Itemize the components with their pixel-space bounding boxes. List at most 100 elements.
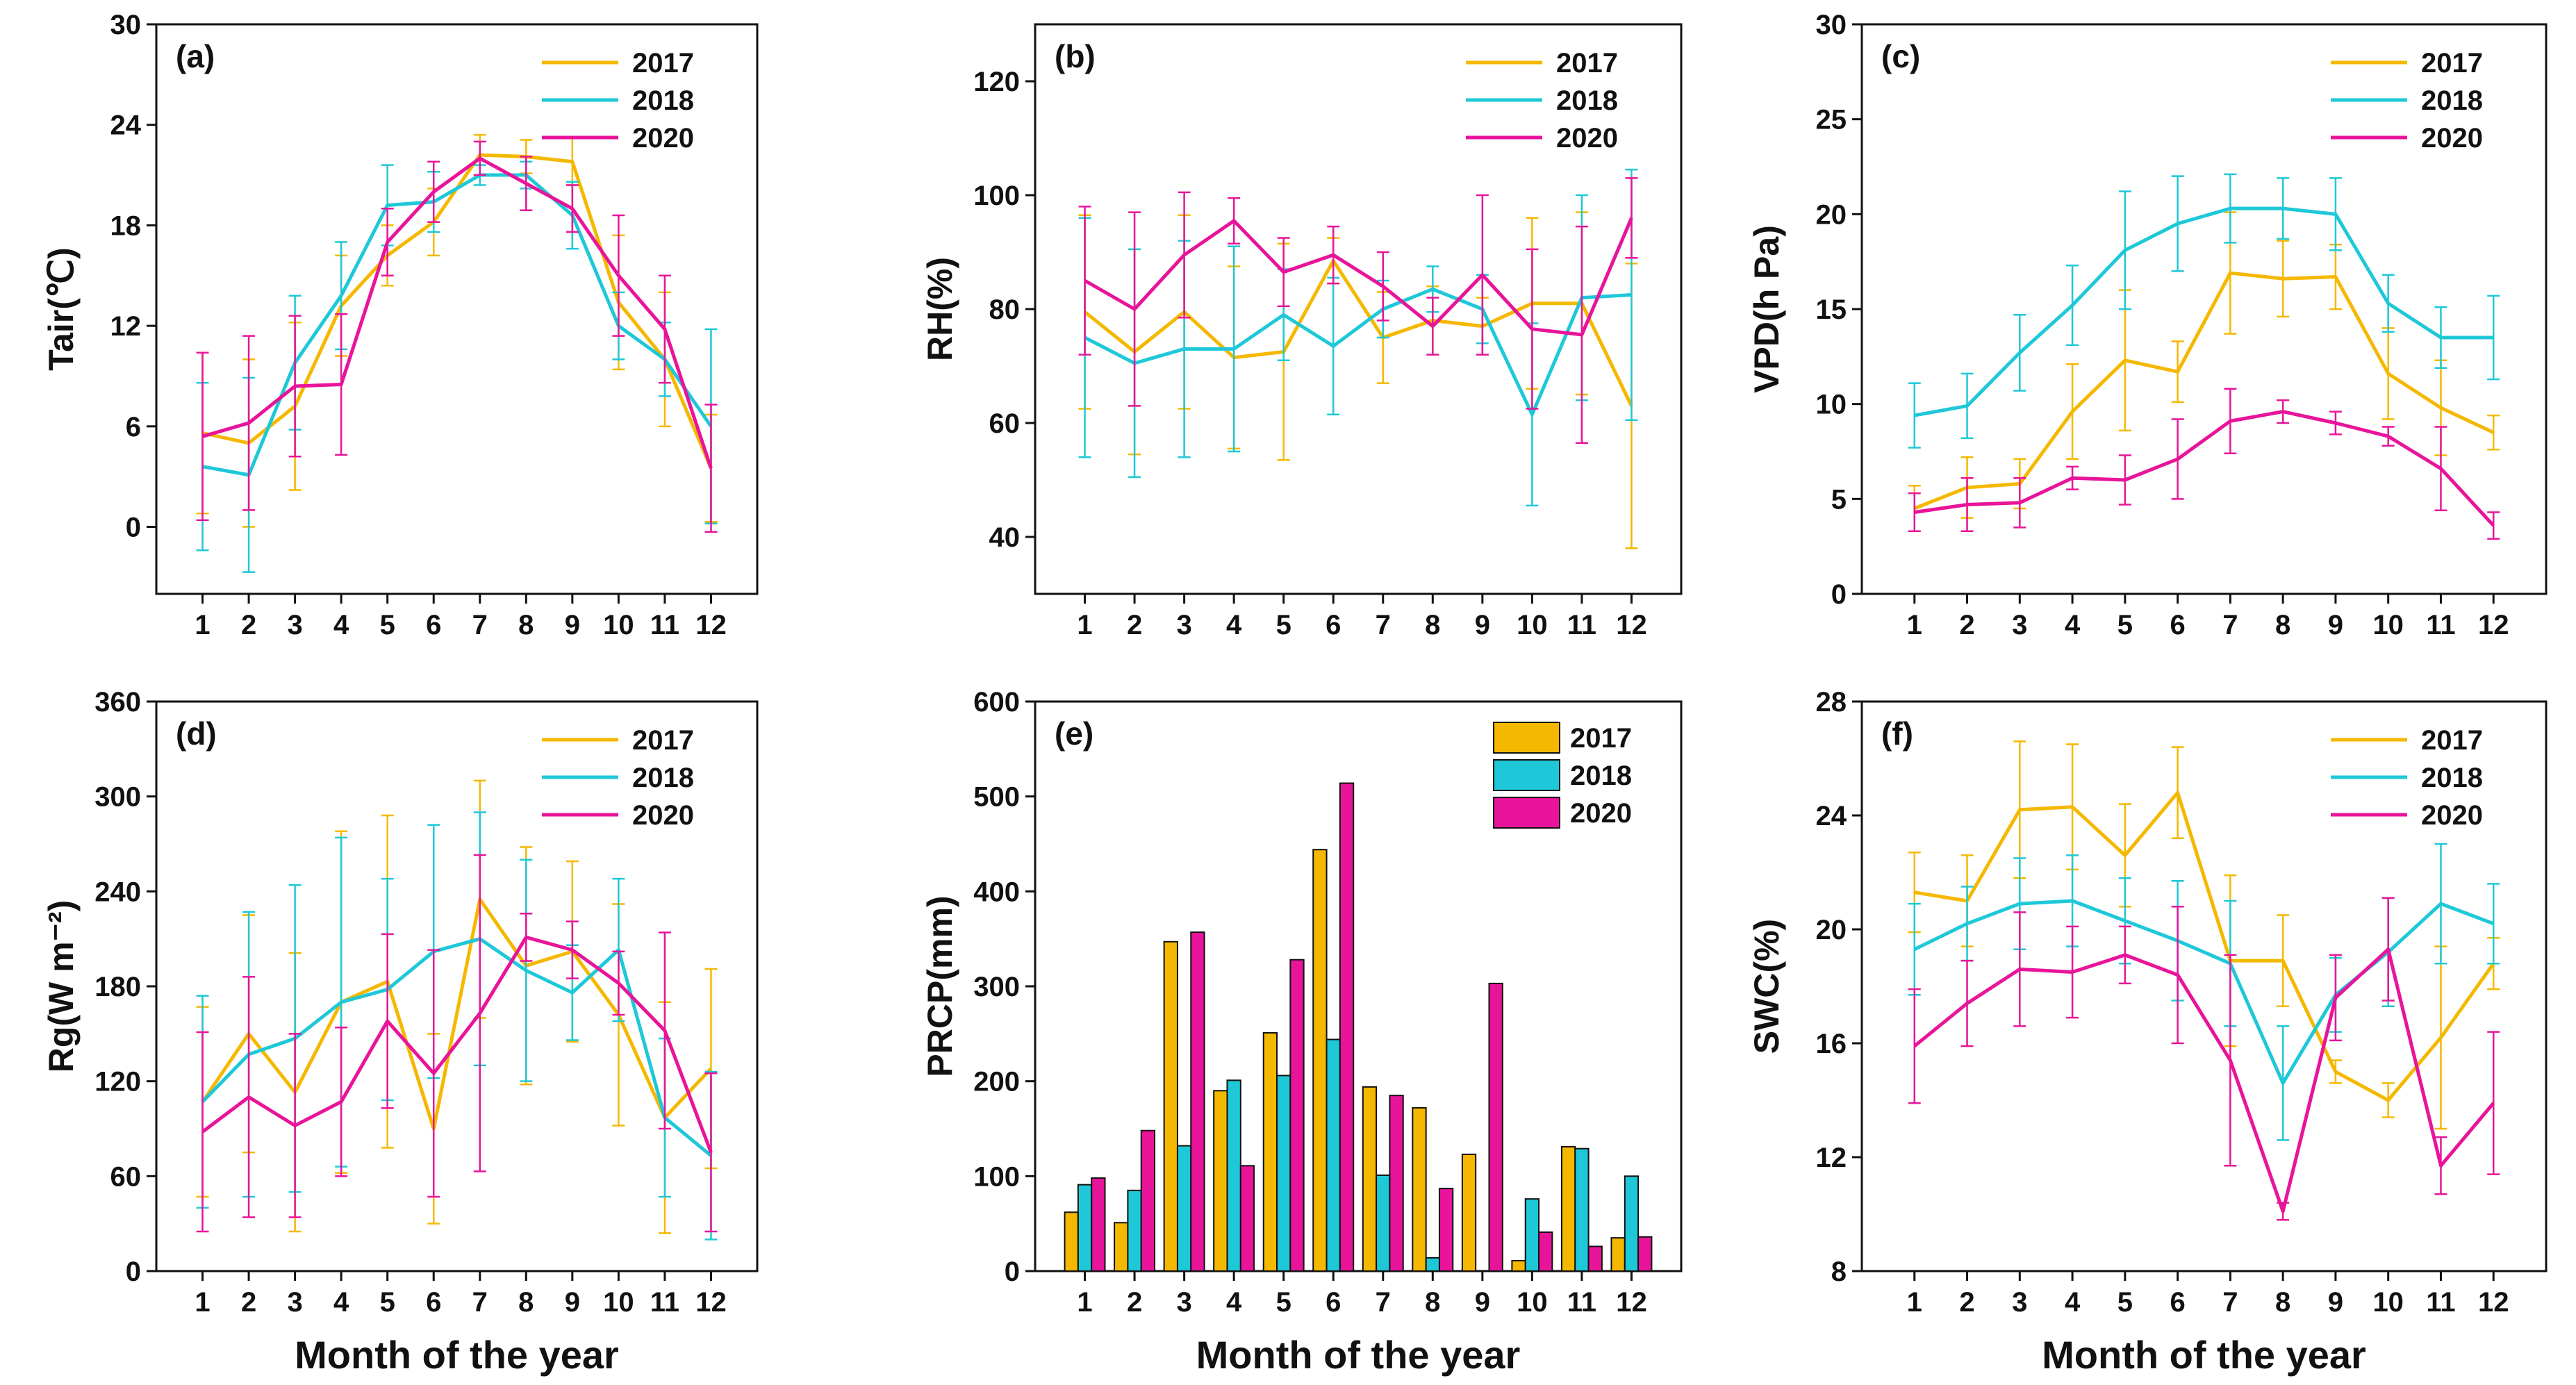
series-2020 — [1078, 177, 1638, 444]
y-axis-label: SWC(%) — [1747, 919, 1786, 1054]
series-line — [1913, 947, 2495, 1213]
panel-label: (e) — [1055, 715, 1093, 752]
x-tick-label: 9 — [565, 610, 580, 640]
x-tick-label: 11 — [1567, 610, 1596, 640]
legend-label: 2017 — [2421, 48, 2483, 78]
bar — [1362, 1086, 1378, 1272]
y-tick-label: 0 — [1831, 579, 1847, 610]
x-tick-label: 4 — [333, 1287, 349, 1318]
y-tick-label: 8 — [1831, 1257, 1847, 1287]
x-tick-label: 3 — [287, 610, 302, 640]
y-tick-label: 6 — [126, 412, 141, 442]
y-tick-label: 0 — [126, 1257, 141, 1287]
y-tick-label: 12 — [110, 311, 142, 342]
y-tick-label: 400 — [973, 877, 1020, 907]
x-tick-label: 2 — [1127, 610, 1142, 640]
bar — [1339, 782, 1355, 1272]
y-tick-label: 28 — [1816, 687, 1847, 718]
series-2018 — [1908, 173, 2500, 449]
x-tick-label: 12 — [1616, 1287, 1647, 1318]
legend-label: 2020 — [1556, 123, 1618, 154]
series-line — [1914, 790, 2495, 1102]
bar — [1461, 1153, 1477, 1272]
x-axis-label: Month of the year — [2042, 1333, 2366, 1377]
bar — [1587, 1245, 1603, 1272]
panel-label: (c) — [1881, 38, 1920, 74]
y-tick-label: 18 — [110, 210, 142, 241]
bar — [1412, 1106, 1427, 1272]
x-tick-label: 7 — [1376, 1287, 1391, 1318]
x-tick-label: 12 — [695, 1287, 727, 1318]
x-tick-label: 5 — [380, 1287, 395, 1318]
y-tick-label: 120 — [973, 67, 1020, 97]
x-tick-label: 3 — [1176, 1287, 1191, 1318]
legend-label: 2020 — [2421, 800, 2483, 831]
x-tick-label: 9 — [565, 1287, 580, 1318]
x-tick-label: 9 — [2328, 1287, 2343, 1318]
series-line — [201, 935, 713, 1154]
y-tick-label: 500 — [973, 782, 1020, 813]
legend-label: 2017 — [2421, 725, 2483, 756]
y-axis-label: Tair(℃) — [42, 247, 81, 370]
x-tick-label: 3 — [2012, 1287, 2027, 1318]
legend-label: 2018 — [2421, 85, 2483, 116]
series-2017 — [1064, 849, 1626, 1272]
x-tick-label: 5 — [2117, 610, 2133, 640]
bar — [1610, 1237, 1626, 1272]
bar — [1276, 1075, 1291, 1272]
series-2020 — [1091, 782, 1653, 1272]
y-tick-label: 120 — [94, 1067, 141, 1097]
plot-frame — [1860, 700, 2548, 1272]
bar — [1190, 931, 1205, 1272]
bar — [1176, 1145, 1192, 1272]
legend-label: 2017 — [1556, 48, 1618, 78]
x-tick-label: 9 — [1475, 610, 1490, 640]
x-tick-label: 1 — [1077, 610, 1092, 640]
bar — [1488, 982, 1503, 1272]
y-tick-label: 240 — [94, 877, 141, 907]
bar — [1524, 1198, 1540, 1272]
y-axis-label: PRCP(mm) — [920, 895, 959, 1077]
y-tick-label: 180 — [94, 972, 141, 1002]
bar — [1127, 1189, 1142, 1272]
legend-label: 2018 — [1570, 761, 1632, 791]
series-line — [1083, 258, 1633, 407]
series-line — [201, 156, 713, 469]
x-tick-label: 8 — [2275, 610, 2290, 640]
series-line — [1914, 410, 2495, 527]
legend-label: 2017 — [632, 725, 694, 756]
x-tick-label: 4 — [2065, 610, 2081, 640]
bar — [1637, 1236, 1653, 1272]
panel-label: (f) — [1881, 715, 1913, 752]
y-tick-label: 16 — [1816, 1029, 1847, 1059]
x-tick-label: 8 — [1425, 610, 1440, 640]
bar — [1560, 1145, 1576, 1272]
legend-label: 2018 — [1556, 85, 1618, 116]
y-tick-label: 360 — [94, 687, 141, 718]
bar — [1389, 1095, 1404, 1272]
x-tick-label: 8 — [518, 610, 534, 640]
y-tick-label: 60 — [989, 408, 1021, 439]
bar — [1326, 1038, 1341, 1272]
x-tick-label: 12 — [2478, 1287, 2509, 1318]
bar — [1511, 1259, 1526, 1272]
x-tick-label: 8 — [2275, 1287, 2290, 1318]
x-tick-label: 10 — [603, 610, 634, 640]
x-tick-label: 6 — [2170, 610, 2185, 640]
legend-label: 2018 — [632, 763, 694, 793]
x-tick-label: 2 — [1127, 1287, 1142, 1318]
bar — [1163, 940, 1178, 1272]
plot-frame — [155, 23, 759, 595]
legend-label: 2020 — [632, 123, 694, 154]
x-tick-label: 11 — [2426, 1287, 2455, 1318]
x-tick-label: 7 — [1376, 610, 1391, 640]
y-tick-label: 200 — [973, 1067, 1020, 1097]
y-tick-label: 10 — [1816, 390, 1847, 420]
x-tick-label: 1 — [1077, 1287, 1092, 1318]
x-tick-label: 2 — [1959, 610, 1974, 640]
series-2020 — [196, 854, 718, 1233]
